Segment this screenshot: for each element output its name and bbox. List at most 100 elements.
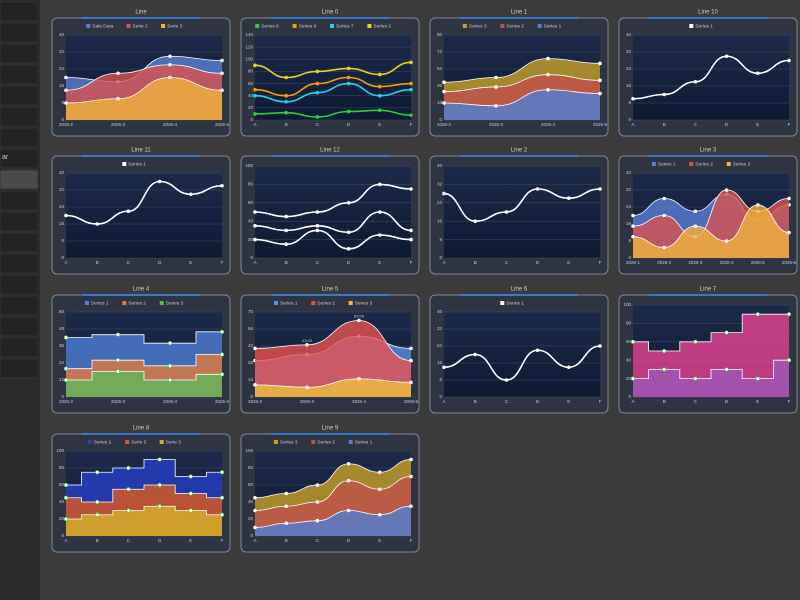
- data-point: [787, 230, 791, 235]
- legend-swatch: [125, 440, 130, 444]
- data-point: [95, 470, 100, 475]
- y-tick-label: 0: [61, 117, 64, 122]
- card-title: Line: [135, 10, 147, 16]
- data-point: [315, 224, 320, 228]
- legend-label: Series 2: [128, 300, 146, 306]
- y-tick-label: 100: [245, 448, 253, 453]
- data-point: [755, 312, 760, 317]
- card-title: Line 4: [133, 287, 150, 293]
- y-tick-label: 20: [626, 376, 632, 381]
- x-tick-label: E: [378, 538, 381, 543]
- legend-swatch: [726, 162, 731, 166]
- series-line: [254, 459, 412, 499]
- data-point: [315, 518, 320, 523]
- series-line: [632, 55, 790, 100]
- y-tick-label: 16: [626, 83, 632, 88]
- x-tick-label: D: [347, 538, 351, 543]
- chart-card: Line 9 0 20 40 60 80 100 A B C D E F Series 3 Series 2…: [240, 426, 420, 553]
- y-tick-label: 0: [439, 117, 442, 122]
- x-tick-label: B: [96, 538, 99, 543]
- y-tick-label: 32: [626, 187, 632, 192]
- series-line: [66, 371, 222, 381]
- legend-label: Series 1: [506, 300, 524, 306]
- data-point: [662, 367, 667, 372]
- data-point: [409, 228, 413, 233]
- x-tick-label: F: [410, 122, 413, 127]
- y-tick-label: 42: [248, 343, 254, 348]
- legend-label: Serie 3: [167, 23, 183, 29]
- x-tick-label: D: [347, 122, 351, 127]
- data-point: [346, 230, 351, 235]
- x-tick-label: C: [505, 260, 509, 265]
- x-tick-label: 2026-3: [300, 399, 315, 404]
- chart-card: Line 11 0 8 16 24 32 40 A B C D E F Series 1: [51, 148, 231, 275]
- y-tick-label: 8: [439, 377, 442, 382]
- data-point: [693, 79, 698, 84]
- data-point: [346, 247, 351, 251]
- y-tick-label: 120: [245, 44, 253, 49]
- data-point: [253, 383, 257, 387]
- data-point: [219, 352, 225, 357]
- legend-label: Series 2: [317, 439, 335, 445]
- sidebar-item: [0, 127, 39, 148]
- chart-card: Line 0 0 20 40 60 80 100 120 140 A B C D E F Series 6 Se…: [240, 10, 420, 137]
- legend-label: Series 3: [733, 161, 751, 167]
- sidebar-label[interactable]: ar: [2, 154, 9, 161]
- data-point: [315, 210, 320, 214]
- x-tick-label: A: [253, 122, 256, 127]
- sidebar-item: [0, 232, 39, 253]
- data-point: [535, 348, 540, 353]
- data-point: [442, 101, 446, 105]
- x-tick-label: 2026-5: [751, 260, 766, 265]
- legend-swatch: [689, 162, 694, 166]
- data-point: [346, 461, 351, 466]
- data-point: [188, 474, 193, 479]
- card-title: Line 5: [322, 287, 339, 293]
- y-tick-label: 56: [248, 326, 254, 331]
- y-tick-label: 16: [437, 360, 443, 365]
- x-tick-label: 2026-1: [626, 260, 641, 265]
- legend-label: Series 3: [355, 300, 373, 306]
- y-tick-label: 0: [628, 394, 631, 399]
- data-point: [535, 187, 540, 191]
- data-point: [546, 56, 550, 61]
- x-tick-label: F: [410, 260, 413, 265]
- y-tick-label: 0: [250, 533, 253, 538]
- data-point: [630, 376, 636, 381]
- series-line: [66, 505, 222, 520]
- sidebar-item: [0, 358, 39, 379]
- data-point: [63, 482, 69, 488]
- card-title: Line 0: [322, 10, 339, 16]
- series-line: [443, 74, 601, 93]
- x-tick-label: C: [127, 260, 131, 265]
- card-title: Line 7: [700, 287, 717, 293]
- data-point: [630, 339, 636, 344]
- x-tick-label: E: [378, 122, 381, 127]
- x-tick-label: 2026-4: [541, 122, 556, 127]
- plot-background: [633, 35, 789, 120]
- y-tick-label: 24: [626, 66, 632, 71]
- data-point: [631, 96, 635, 101]
- y-tick-label: 0: [250, 117, 253, 122]
- data-point: [315, 81, 320, 86]
- y-tick-label: 40: [59, 499, 65, 504]
- data-point: [442, 365, 446, 370]
- data-point: [253, 112, 257, 116]
- chart-card: Line 4 0 12 24 36 48 60 2026-2 2026-3 2026-4 2026-…: [51, 287, 231, 414]
- data-point: [442, 89, 446, 94]
- data-point: [378, 72, 382, 77]
- x-tick-label: E: [189, 538, 192, 543]
- data-point: [756, 203, 760, 207]
- x-tick-label: 2026-4: [720, 260, 735, 265]
- data-point: [442, 80, 446, 85]
- legend-label: Series 1: [695, 23, 713, 29]
- data-point: [598, 61, 602, 66]
- y-tick-label: 24: [437, 200, 443, 205]
- card-title: Line 6: [511, 287, 528, 293]
- plot-background: [66, 173, 222, 258]
- x-tick-label: C: [127, 538, 131, 543]
- legend-label: Series 1: [658, 161, 676, 167]
- data-point: [346, 478, 351, 483]
- x-tick-label: D: [347, 260, 351, 265]
- series-line: [254, 211, 412, 234]
